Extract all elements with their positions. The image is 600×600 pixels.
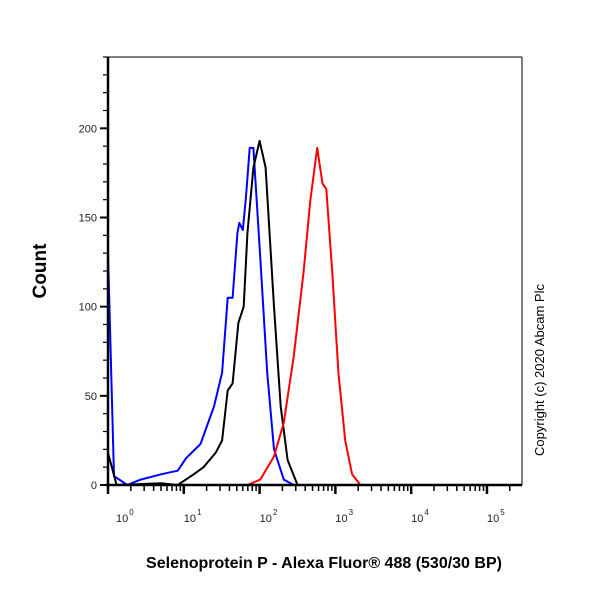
x-tick-label: 100 <box>116 508 134 525</box>
histogram-curves <box>107 139 522 486</box>
y-tick-label: 200 <box>79 123 97 135</box>
histogram-series-2 <box>108 146 522 486</box>
x-tick-base: 10 <box>487 513 499 525</box>
x-tick-base: 10 <box>184 513 196 525</box>
x-tick-label: 105 <box>487 508 505 525</box>
y-tick-label: 150 <box>79 213 97 225</box>
x-tick-exponent: 1 <box>197 508 202 517</box>
x-tick-exponent: 0 <box>129 508 134 517</box>
copyright-annotation: Copyright (c) 2020 Abcam Plc <box>532 284 547 456</box>
x-tick-base: 10 <box>411 513 423 525</box>
x-tick-label: 103 <box>335 508 353 525</box>
x-tick-label: 101 <box>184 508 202 525</box>
x-tick-label: 104 <box>411 508 429 525</box>
x-tick-base: 10 <box>116 513 128 525</box>
x-tick-base: 10 <box>335 513 347 525</box>
x-tick-exponent: 4 <box>424 508 429 517</box>
x-tick-base: 10 <box>260 513 272 525</box>
y-tick-label: 0 <box>91 480 97 492</box>
y-axis-label: Count <box>30 243 51 299</box>
x-axis-label: Selenoprotein P - Alexa Fluor® 488 (530/… <box>146 555 502 572</box>
x-tick-exponent: 3 <box>349 508 354 517</box>
x-tick-exponent: 5 <box>500 508 505 517</box>
x-tick-exponent: 2 <box>273 508 278 517</box>
histogram-series-0 <box>107 146 522 486</box>
y-tick-label: 100 <box>79 302 97 314</box>
y-tick-label: 50 <box>85 391 97 403</box>
x-tick-label: 102 <box>260 508 278 525</box>
histogram-series-1 <box>107 139 522 486</box>
